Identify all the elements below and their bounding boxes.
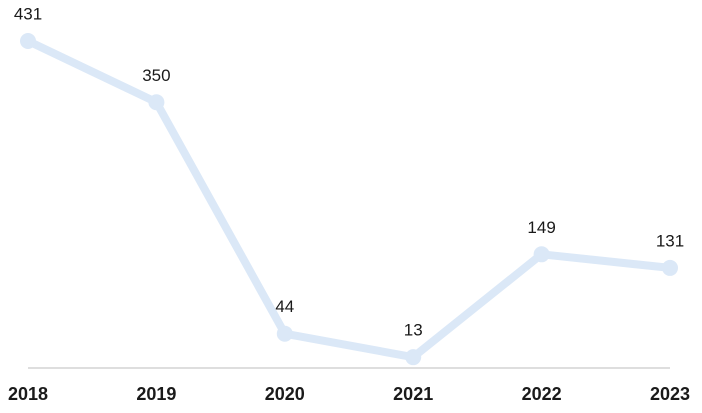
point bbox=[276, 325, 293, 342]
point bbox=[20, 33, 36, 49]
x-tick-label: 2020 bbox=[265, 384, 305, 404]
data-label: 149 bbox=[527, 218, 555, 237]
point bbox=[662, 259, 678, 276]
data-label: 431 bbox=[14, 4, 42, 23]
data-label: 44 bbox=[275, 297, 294, 316]
point bbox=[533, 246, 550, 263]
point bbox=[148, 94, 165, 111]
x-tick-label: 2019 bbox=[136, 384, 176, 404]
x-tick-label: 2021 bbox=[393, 384, 433, 404]
x-tick-label: 2022 bbox=[522, 384, 562, 404]
point bbox=[405, 349, 422, 366]
data-label: 13 bbox=[404, 321, 423, 340]
x-tick-label: 2018 bbox=[8, 384, 48, 404]
x-tick-label: 2023 bbox=[650, 384, 690, 404]
line bbox=[26, 37, 671, 362]
data-label: 131 bbox=[656, 231, 684, 250]
data-label: 350 bbox=[142, 66, 170, 85]
